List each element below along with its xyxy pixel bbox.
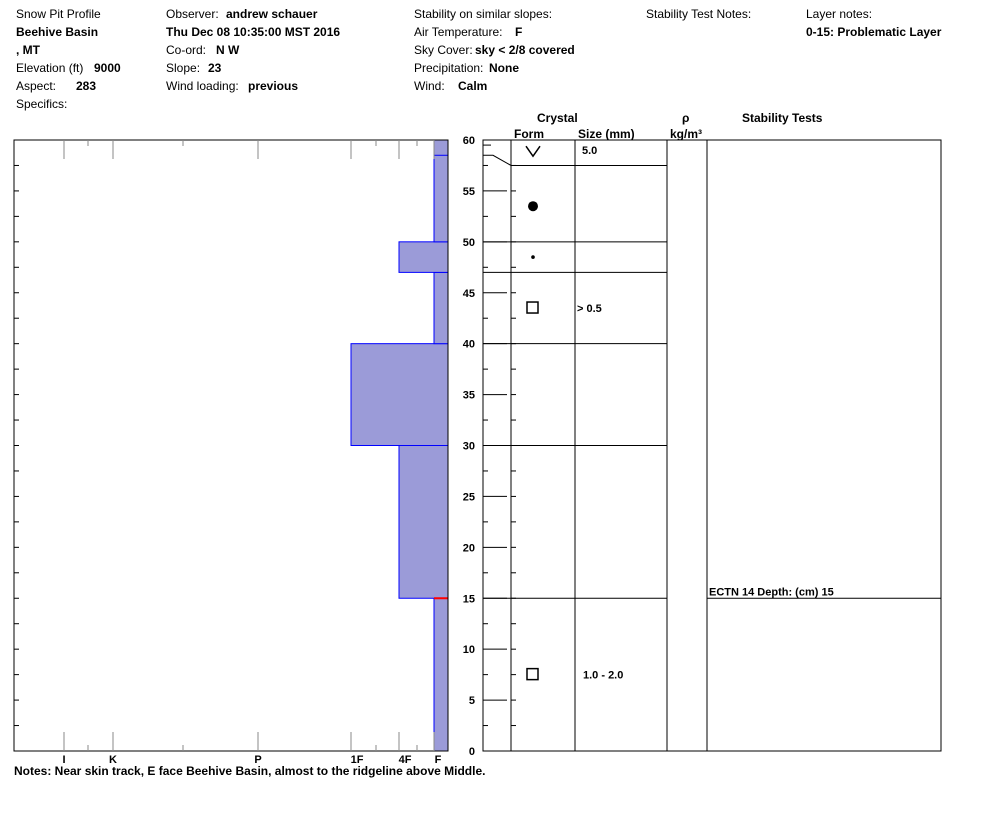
crystal-size-label: 5.0 (582, 145, 597, 157)
observer-value: andrew schauer (226, 7, 318, 21)
elevation-label: Elevation (ft) (16, 61, 84, 75)
layer-boundary-group (483, 144, 667, 599)
hardness-tick-label: F (435, 754, 442, 766)
new-snow-icon (525, 145, 541, 158)
faceted-crystal-icon (526, 301, 539, 314)
depth-tick-label: 15 (463, 593, 475, 605)
slope-value: 23 (208, 61, 222, 75)
size-header: Size (mm) (578, 127, 635, 141)
sky-cover-label: Sky Cover: (414, 43, 473, 57)
coord-value: N W (216, 43, 240, 57)
density-unit-header: kg/m³ (670, 127, 703, 141)
stability-tests-header: Stability Tests (742, 111, 823, 125)
wind-loading-label: Wind loading: (166, 79, 239, 93)
hardness-layer-bar (433, 271, 449, 345)
hardness-tick-label: 1F (351, 754, 364, 766)
air-temp-label: Air Temperature: (414, 25, 503, 39)
hardness-tick-label: P (254, 754, 261, 766)
small-rounds-icon (531, 255, 535, 259)
location-name: Beehive Basin (16, 25, 99, 39)
depth-tick-label: 50 (463, 237, 475, 249)
coord-label: Co-ord: (166, 43, 207, 57)
profile-title: Snow Pit Profile (16, 7, 101, 21)
hardness-layer-bar (433, 597, 449, 752)
depth-tick-label: 35 (463, 390, 475, 402)
snow-profile-chart: I K P 1F 4F F 0 5 10 15 20 25 30 35 40 45 50 55 60 5.0 > 0… (13, 135, 942, 766)
wind-value: Calm (458, 79, 488, 93)
profile-notes: Notes: Near skin track, E face Beehive B… (14, 764, 486, 778)
observation-datetime: Thu Dec 08 10:35:00 MST 2016 (166, 25, 341, 39)
precip-value: None (489, 61, 519, 75)
precip-label: Precipitation: (414, 61, 484, 75)
hardness-tick-label: I (62, 754, 65, 766)
depth-tick-label: 25 (463, 491, 475, 503)
stability-test-group: ECTN 14 Depth: (cm) 15 (707, 586, 941, 599)
hardness-layer-group (350, 139, 449, 752)
depth-tick-label: 0 (469, 746, 475, 758)
depth-tick-label: 10 (463, 644, 475, 656)
hardness-layer-bar (398, 445, 449, 599)
faceted-crystal-icon (526, 667, 539, 681)
stability-similar-label: Stability on similar slopes: (414, 7, 553, 21)
form-header: Form (514, 127, 544, 141)
rho-header: ρ (682, 111, 690, 125)
aspect-value: 283 (76, 79, 97, 93)
top-connector-b (483, 154, 512, 166)
stability-test-label: ECTN 14 Depth: (cm) 15 (709, 586, 834, 598)
layer-note: 0-15: Problematic Layer (806, 25, 942, 39)
hardness-layer-bar (398, 241, 449, 273)
slope-label: Slope: (166, 61, 201, 75)
elevation-value: 9000 (94, 61, 121, 75)
crystal-group: 5.0 > 0.5 1.0 - 2.0 (525, 145, 623, 682)
crystal-header: Crystal (537, 111, 578, 125)
aspect-label: Aspect: (16, 79, 57, 93)
stability-test-notes-label: Stability Test Notes: (646, 7, 752, 21)
hardness-tick-group: I K P 1F 4F F (62, 140, 442, 766)
depth-tick-label: 5 (469, 695, 475, 707)
depth-tick-label: 30 (463, 441, 475, 453)
depth-tick-label: 20 (463, 542, 475, 554)
specifics-label: Specifics: (16, 97, 68, 111)
location-state: , MT (16, 43, 40, 57)
sky-cover-value: sky < 2/8 covered (475, 43, 575, 57)
rounded-grains-icon (528, 201, 538, 212)
hardness-layer-bar (350, 343, 449, 446)
wind-loading-value: previous (248, 79, 299, 93)
layer-notes-label: Layer notes: (806, 7, 873, 21)
depth-tick-label: 60 (463, 135, 475, 147)
depth-tick-label: 45 (463, 288, 475, 300)
wind-label: Wind: (414, 79, 445, 93)
observer-label: Observer: (166, 7, 219, 21)
hardness-tick-label: 4F (399, 754, 412, 766)
depth-tick-label: 40 (463, 339, 475, 351)
depth-tick-label: 55 (463, 186, 475, 198)
crystal-size-label: > 0.5 (577, 303, 602, 315)
air-temp-value: F (515, 25, 523, 39)
crystal-size-label: 1.0 - 2.0 (583, 670, 623, 682)
hardness-tick-label: K (109, 754, 117, 766)
